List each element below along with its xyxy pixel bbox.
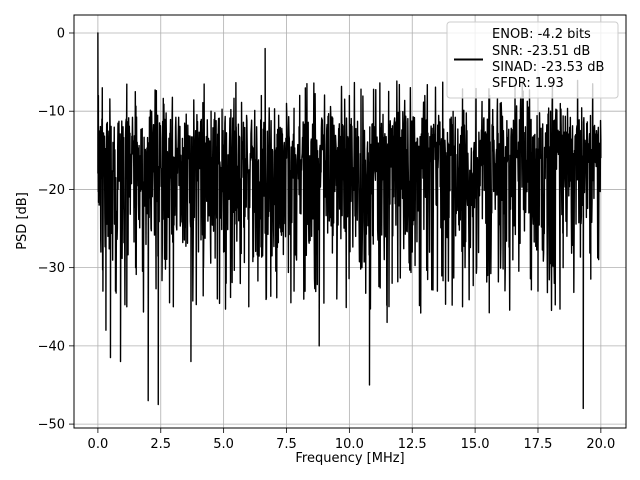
x-tick-label: 12.5	[398, 437, 427, 452]
x-tick-label: 7.5	[276, 437, 297, 452]
y-tick-label: −20	[38, 183, 65, 198]
y-tick-label: −50	[38, 418, 65, 433]
x-tick-label: 2.5	[150, 437, 171, 452]
y-tick-label: 0	[57, 26, 65, 41]
x-tick-label: 15.0	[461, 437, 490, 452]
x-tick-label: 20.0	[586, 437, 615, 452]
plot-frame	[73, 14, 627, 429]
legend-entry-sinad: SINAD: -23.53 dB	[492, 60, 604, 75]
tick-labels: 0.0 2.5 5.0 7.5 10.0 12.5 15.0 17.5 20.0 0 −10 −20 −…	[38, 26, 616, 452]
legend-entry-sfdr: SFDR: 1.93	[492, 76, 564, 91]
y-axis-label: PSD [dB]	[15, 192, 30, 250]
y-tick-label: −10	[38, 105, 65, 120]
ticks	[69, 32, 602, 433]
legend-entry-snr: SNR: -23.51 dB	[492, 44, 590, 59]
x-tick-label: 5.0	[213, 437, 234, 452]
x-tick-label: 10.0	[335, 437, 364, 452]
x-axis-label: Frequency [MHz]	[295, 451, 404, 466]
y-tick-label: −30	[38, 261, 65, 276]
y-tick-label: −40	[38, 339, 65, 354]
legend-entry-enob: ENOB: -4.2 bits	[492, 27, 591, 42]
x-tick-label: 0.0	[88, 437, 109, 452]
legend-box	[446, 21, 619, 99]
x-tick-label: 17.5	[524, 437, 553, 452]
psd-series-line	[97, 32, 602, 410]
series-layer	[97, 32, 602, 410]
legend: ENOB: -4.2 bits SNR: -23.51 dB SINAD: -2…	[446, 21, 619, 99]
